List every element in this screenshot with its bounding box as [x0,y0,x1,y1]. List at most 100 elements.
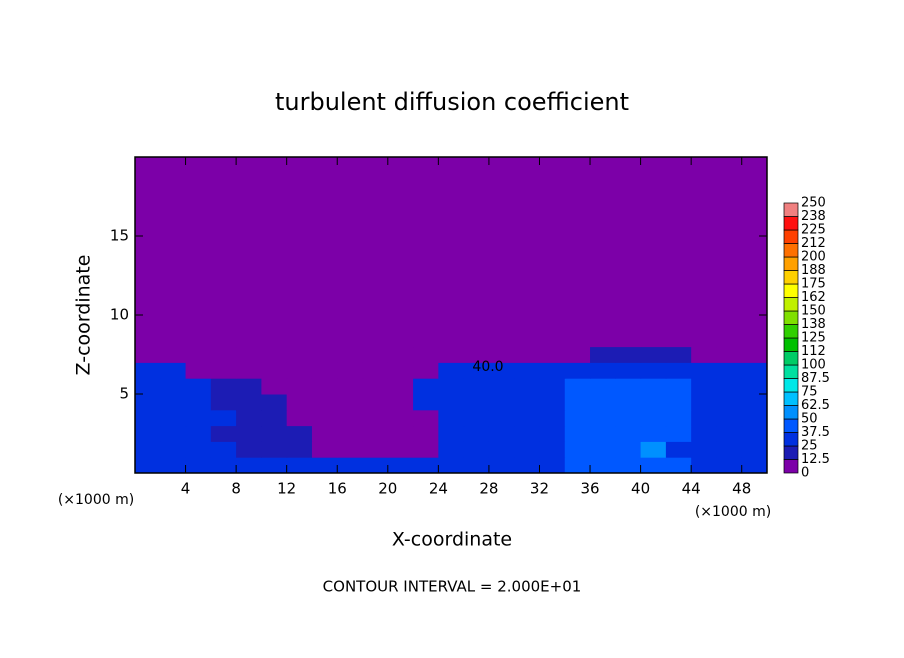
colorbar-swatch [783,202,799,217]
heatmap-cell [640,457,667,474]
heatmap-cell [514,346,540,363]
heatmap-cell [286,157,313,348]
heatmap-cell [716,441,743,458]
heatmap-cell [236,157,262,348]
heatmap-cell [514,457,540,474]
heatmap-cell [564,425,591,442]
heatmap-cell [387,346,414,363]
heatmap-cell [160,409,187,427]
heatmap-cell [438,409,465,427]
x-tick-label: 36 [580,480,599,498]
heatmap-cell [590,362,616,379]
heatmap-cell [160,441,187,458]
heatmap-cell [311,394,338,411]
heatmap-cell [311,157,338,348]
heatmap-cell [741,394,768,411]
colorbar-label: 112 [801,344,826,359]
heatmap-cell [488,457,515,474]
colorbar-swatch [783,459,799,474]
heatmap-cell [160,362,187,379]
colorbar-label: 225 [801,223,826,238]
heatmap-cell [564,441,591,458]
heatmap-cell [210,346,237,363]
heatmap-cell [185,157,212,348]
heatmap-cell [236,457,262,474]
heatmap-cell [665,378,692,395]
heatmap-cell [286,425,313,442]
colorbar-label: 162 [801,290,826,305]
heatmap-cell [311,409,338,427]
heatmap-cell [261,157,288,348]
heatmap-cell [615,425,642,442]
x-unit-label: (×1000 m) [695,504,771,520]
colorbar-label: 125 [801,331,826,346]
heatmap-cell [615,157,642,348]
heatmap-cell [337,441,364,458]
colorbar-label: 200 [801,250,826,265]
colorbar-swatch [783,337,799,352]
heatmap-cell [665,346,692,363]
heatmap-cell [362,346,389,363]
colorbar-label: 0 [801,466,809,481]
heatmap-cell [236,362,262,379]
heatmap-cell [438,441,465,458]
heatmap-cell [362,157,389,348]
heatmap-cell [564,394,591,411]
heatmap-cell [488,157,515,348]
heatmap-cell [210,425,237,442]
colorbar-label: 50 [801,412,818,427]
heatmap-cell [665,425,692,442]
heatmap-cell [438,157,465,348]
heatmap-cell [615,441,642,458]
heatmap-cell [210,457,237,474]
heatmap-cell [362,425,389,442]
heatmap-cell [590,378,616,395]
heatmap-cell [261,378,288,395]
heatmap-cell [514,378,540,395]
colorbar-label: 212 [801,236,826,251]
heatmap-cell [564,409,591,427]
annotation: 40.0 [472,359,503,375]
heatmap-cell [590,425,616,442]
heatmap-cell [185,346,212,363]
heatmap-cell [236,346,262,363]
colorbar-swatch [783,324,799,339]
heatmap-cell [590,346,616,363]
x-tick-label: 44 [682,480,701,498]
heatmap-cell [337,425,364,442]
heatmap-cell [716,409,743,427]
heatmap-cell [741,457,768,474]
heatmap-cell [311,457,338,474]
heatmap-cell [337,409,364,427]
heatmap-cell [716,346,743,363]
heatmap-cell [311,346,338,363]
heatmap-cell [135,157,161,348]
heatmap-cell [286,441,313,458]
heatmap-cell [590,457,616,474]
heatmap-cell [337,157,364,348]
heatmap-cell [135,394,161,411]
y-axis-label: Z-coordinate [73,255,95,376]
heatmap-cell [413,362,439,379]
heatmap-cell [362,441,389,458]
x-tick-label: 28 [479,480,498,498]
heatmap-cell [488,425,515,442]
heatmap-cell [311,425,338,442]
colorbar-swatch [783,283,799,298]
heatmap-cell [691,425,717,442]
heatmap-cell [539,457,566,474]
heatmap-cell [160,457,187,474]
x-axis-label: X-coordinate [392,529,512,551]
heatmap-cell [691,409,717,427]
x-tick-label: 24 [429,480,448,498]
colorbar-label: 25 [801,439,818,454]
x-tick-label: 4 [181,480,191,498]
heatmap-cell [185,409,212,427]
heatmap-cell [160,394,187,411]
colorbar-label: 62.5 [801,398,830,413]
heatmap-cell [741,157,768,348]
heatmap-cell [615,457,642,474]
heatmap-cell [362,394,389,411]
heatmap-cell [539,394,566,411]
heatmap-cell [463,362,490,379]
